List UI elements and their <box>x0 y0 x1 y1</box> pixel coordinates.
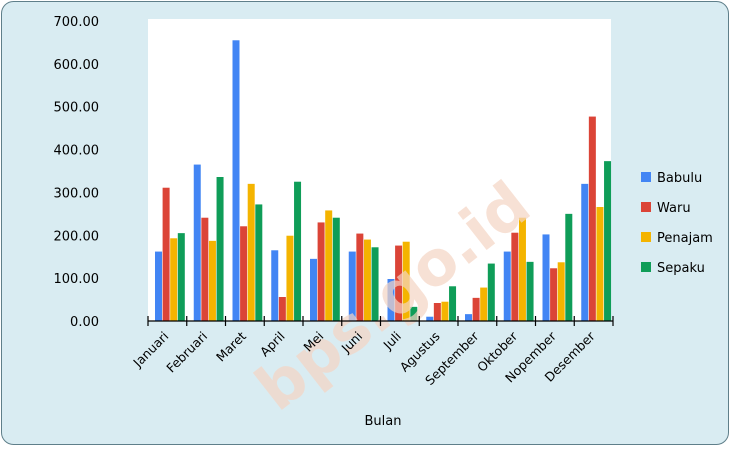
bar-sepaku-september <box>487 263 495 321</box>
bar-babulu-agustus <box>426 316 434 321</box>
bar-waru-september <box>472 297 480 321</box>
legend-swatch-sepaku <box>641 262 651 272</box>
bar-waru-maret <box>240 226 248 321</box>
bar-waru-agustus <box>433 303 441 321</box>
bar-babulu-september <box>465 314 472 321</box>
bar-sepaku-februari <box>216 177 224 321</box>
bar-sepaku-juli <box>410 306 418 321</box>
x-axis-title: Bulan <box>365 414 402 429</box>
bar-sepaku-april <box>294 181 302 321</box>
bar-penajam-september <box>480 287 488 321</box>
bar-waru-juli <box>395 245 403 321</box>
bar-sepaku-desember <box>604 161 612 321</box>
bar-babulu-maret <box>232 40 240 322</box>
legend-label-sepaku: Sepaku <box>657 261 705 276</box>
bar-penajam-mei <box>325 210 333 321</box>
bar-penajam-oktober <box>518 217 526 321</box>
bar-penajam-februari <box>208 240 216 321</box>
bar-waru-januari <box>162 187 170 321</box>
bar-sepaku-nopember <box>565 213 573 321</box>
y-tick-label: 600.00 <box>54 58 100 73</box>
legend-swatch-waru <box>641 202 651 212</box>
bar-penajam-januari <box>170 238 178 321</box>
bar-waru-april <box>278 297 286 321</box>
y-tick-label: 0.00 <box>70 315 99 330</box>
y-axis-tick-labels: 0.00 100.00 200.00 300.00 400.00 500.00 600.00… <box>54 15 100 330</box>
bar-babulu-nopember <box>542 234 550 321</box>
y-tick-label: 700.00 <box>54 15 100 30</box>
legend-swatch-penajam <box>641 232 651 242</box>
bar-waru-februari <box>201 217 209 321</box>
bar-sepaku-agustus <box>449 286 457 321</box>
y-tick-label: 500.00 <box>54 101 100 116</box>
bar-penajam-juni <box>363 239 371 321</box>
legend-swatch-babulu <box>641 172 651 182</box>
bar-babulu-januari <box>155 251 162 321</box>
bars <box>155 40 612 322</box>
bar-babulu-juni <box>348 251 356 321</box>
x-axis-ticks <box>147 316 614 326</box>
bar-waru-juni <box>356 233 364 321</box>
bar-babulu-juli <box>387 279 395 321</box>
legend-label-babulu: Babulu <box>657 171 702 186</box>
bar-waru-mei <box>317 222 325 321</box>
y-tick-label: 400.00 <box>54 144 100 159</box>
bar-penajam-agustus <box>441 301 449 321</box>
bar-penajam-maret <box>247 183 255 321</box>
bar-sepaku-maret <box>255 204 263 321</box>
bar-babulu-desember <box>581 183 589 321</box>
bar-sepaku-januari <box>177 233 185 321</box>
bar-waru-nopember <box>550 268 558 321</box>
bar-sepaku-juni <box>371 247 379 321</box>
bar-penajam-juli <box>402 241 410 321</box>
bar-babulu-april <box>271 250 279 321</box>
y-tick-label: 300.00 <box>54 186 100 201</box>
bar-waru-desember <box>588 116 596 321</box>
legend: Babulu Waru Penajam Sepaku <box>641 171 713 276</box>
bar-babulu-mei <box>310 258 317 321</box>
bar-sepaku-mei <box>332 217 340 321</box>
bar-babulu-oktober <box>503 251 511 321</box>
bar-waru-oktober <box>511 232 519 321</box>
plot-area <box>148 19 611 321</box>
bar-penajam-april <box>286 235 294 321</box>
bar-babulu-februari <box>193 164 201 321</box>
y-tick-label: 200.00 <box>54 229 100 244</box>
legend-label-penajam: Penajam <box>657 231 713 246</box>
legend-label-waru: Waru <box>657 201 691 216</box>
bar-sepaku-oktober <box>526 261 534 321</box>
y-tick-label: 100.00 <box>54 272 100 287</box>
bar-penajam-desember <box>596 207 604 321</box>
bar-penajam-nopember <box>557 262 565 321</box>
